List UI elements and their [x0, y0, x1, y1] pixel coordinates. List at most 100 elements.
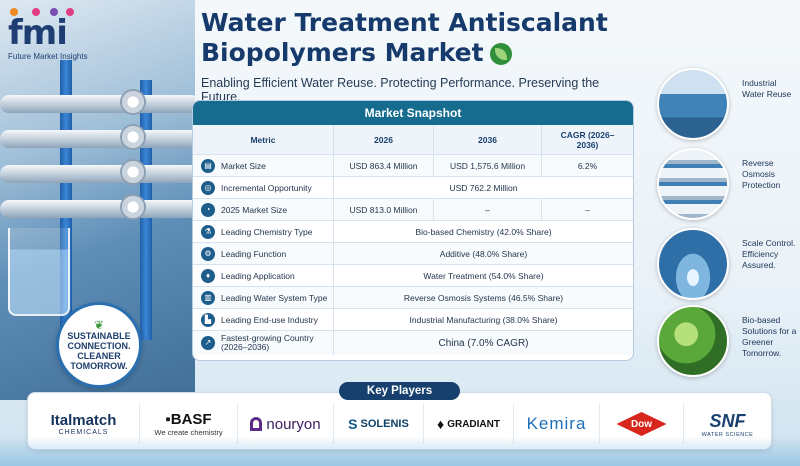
table-header-row: Metric 2026 2036 CAGR (2026–2036) [193, 125, 633, 155]
metric-cell: ◎ Incremental Opportunity [193, 177, 334, 198]
table-body: ▤ Market Size USD 863.4 Million USD 1,575… [193, 155, 633, 355]
company-name: SOLENIS [360, 418, 409, 430]
key-players-label: Key Players [339, 382, 460, 400]
logo-dots [10, 8, 90, 18]
metric-label: Market Size [221, 160, 266, 171]
filter-icon: ▥ [201, 290, 215, 305]
table-row: ↗ Fastest-growing Country (2026–2036) Chi… [193, 331, 633, 355]
feature-label: Scale Control. Efficiency Assured. [742, 238, 796, 270]
flange [120, 194, 146, 220]
flange [120, 159, 146, 185]
water-drop-photo [657, 228, 729, 300]
flange [120, 124, 146, 150]
company-name: SNF [709, 410, 746, 431]
fmi-logo: fmi Future Market Insights [8, 8, 88, 61]
chart-icon: ▤ [201, 158, 215, 173]
page-title: Water Treatment Antiscalant Biopolymers … [201, 8, 621, 68]
table-row: ◎ Incremental Opportunity USD 762.2 Milli… [193, 177, 633, 199]
company-logo-dow: Dow [600, 404, 684, 444]
metric-label: Leading Chemistry Type [221, 226, 313, 237]
value-cell: Water Treatment (54.0% Share) [423, 270, 544, 281]
title-line-2-text: Biopolymers Market [201, 38, 484, 67]
metric-cell: ▤ Market Size [193, 155, 334, 176]
feature-label: Bio-based Solutions for a Greener Tomorr… [742, 315, 797, 358]
factory-icon: ▙ [201, 312, 215, 327]
water-wave-footer [0, 436, 800, 466]
leaf-photo [657, 305, 729, 377]
company-name: Kemira [526, 414, 587, 433]
dow-diamond-icon: Dow [616, 412, 667, 436]
water-beaker [8, 228, 70, 316]
snapshot-heading: Market Snapshot [193, 101, 633, 125]
value-cell: China (7.0% CAGR) [438, 337, 529, 349]
column-header: CAGR (2026–2036) [560, 129, 615, 150]
metric-label: Incremental Opportunity [221, 182, 312, 193]
company-name: Italmatch [50, 412, 117, 429]
company-name: GRADIANT [447, 418, 500, 430]
company-sub: WATER SCIENCE [701, 431, 754, 438]
column-header: Metric [193, 125, 334, 154]
value-cell: Additive (48.0% Share) [439, 248, 528, 259]
flange [120, 89, 146, 115]
logo-mark: fmi [8, 13, 68, 53]
logo-subtitle: Future Market Insights [8, 52, 88, 61]
sustainability-badge: ❦ SUSTAINABLE CONNECTION. CLEANER TOMORR… [56, 302, 142, 388]
company-logo-italmatch: Italmatch CHEMICALS [28, 404, 140, 444]
table-row: ⚙ Leading Function Additive (48.0% Share) [193, 243, 633, 265]
metric-label: Leading End-use Industry [221, 314, 318, 325]
column-header: 2026 [334, 125, 434, 154]
leaf-icon [489, 43, 512, 65]
table-row: ▥ Leading Water System Type Reverse Osmos… [193, 287, 633, 309]
metric-cell: ▥ Leading Water System Type [193, 287, 334, 308]
company-name: ▪BASF [165, 411, 212, 428]
metric-label: Leading Application [221, 270, 295, 281]
metric-cell: ⚙ Leading Function [193, 243, 334, 264]
table-row: ▤ Market Size USD 863.4 Million USD 1,575… [193, 155, 633, 177]
feature-scale-control: Scale Control. Efficiency Assured. [657, 228, 797, 300]
company-logo-basf: ▪BASF We create chemistry [140, 404, 238, 444]
table-row: ⚗ Leading Chemistry Type Bio-based Chemis… [193, 221, 633, 243]
table-row: ▙ Leading End-use Industry Industrial Man… [193, 309, 633, 331]
feature-label: Reverse Osmosis Protection [742, 158, 781, 190]
metric-cell: ▙ Leading End-use Industry [193, 309, 334, 330]
value-cell: USD 813.0 Million [334, 199, 434, 220]
title-line-2: Biopolymers Market [201, 38, 621, 68]
industrial-plant-photo [0, 0, 195, 400]
metric-label: Leading Function [221, 248, 287, 259]
company-logo-gradiant: ♦ GRADIANT [424, 404, 514, 444]
pipe [0, 200, 195, 218]
droplet-icon: ♦ [437, 416, 445, 432]
gear-icon: ⚙ [201, 246, 215, 261]
pipe [0, 165, 195, 183]
company-name: nouryon [266, 415, 321, 433]
column-header: 2036 [434, 125, 542, 154]
pipe [0, 130, 195, 148]
company-sub: We create chemistry [154, 428, 223, 437]
flask-icon: ⚗ [201, 224, 215, 239]
metric-cell: ⚗ Leading Chemistry Type [193, 221, 334, 242]
metric-cell: ◔ 2025 Market Size [193, 199, 334, 220]
feature-label: Industrial Water Reuse [742, 78, 792, 99]
company-logo-solenis: S SOLENIS [334, 404, 424, 444]
company-logo-kemira: Kemira [514, 404, 600, 444]
table-row: ♦ Leading Application Water Treatment (54… [193, 265, 633, 287]
value-cell: USD 863.4 Million [334, 155, 434, 176]
value-cell: – [434, 199, 542, 220]
clock-icon: ◔ [201, 202, 215, 217]
feature-bio-based: Bio-based Solutions for a Greener Tomorr… [657, 305, 797, 377]
value-cell: Reverse Osmosis Systems (46.5% Share) [403, 292, 564, 303]
company-sub: CHEMICALS [58, 429, 109, 436]
target-icon: ◎ [201, 180, 215, 195]
growth-chart-icon: ↗ [201, 336, 215, 350]
company-logo-nouryon: nouryon [238, 404, 334, 444]
value-cell: USD 1,575.6 Million [434, 155, 542, 176]
value-cell: 6.2% [577, 160, 598, 171]
ro-membrane-photo [657, 148, 729, 220]
company-name: Dow [630, 418, 653, 430]
title-line-1: Water Treatment Antiscalant [201, 8, 608, 37]
solenis-mark-icon: S [348, 416, 358, 432]
company-logo-snf: SNF WATER SCIENCE [684, 404, 771, 444]
metric-label: Fastest-growing Country (2026–2036) [221, 333, 314, 352]
metric-cell: ↗ Fastest-growing Country (2026–2036) [193, 331, 334, 355]
table-row: ◔ 2025 Market Size USD 813.0 Million – – [193, 199, 633, 221]
